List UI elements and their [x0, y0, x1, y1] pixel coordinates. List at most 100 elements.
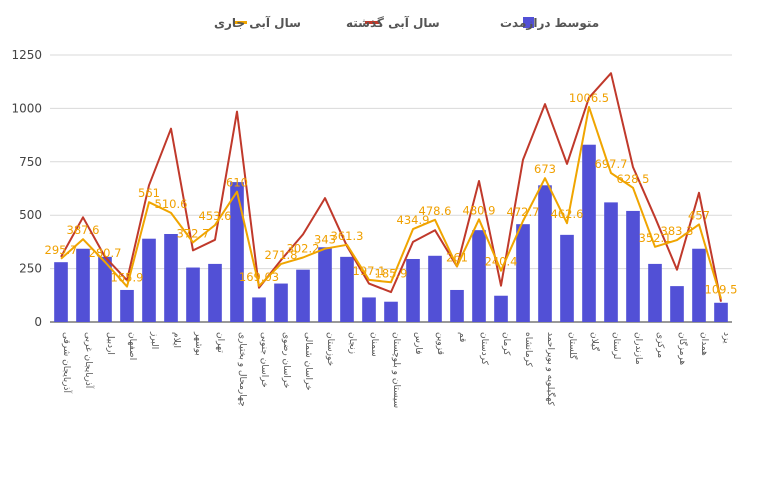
series-line — [60, 106, 722, 299]
data-label: 280.7 — [89, 246, 122, 260]
x-tick-label: کرمان — [501, 332, 511, 356]
bar — [54, 262, 68, 322]
data-label: 510.6 — [155, 197, 188, 211]
data-label: 383.3 — [661, 224, 694, 238]
data-label: 302.2 — [287, 241, 320, 255]
x-tick-label: کرمانشاه — [523, 332, 533, 368]
legend-label: سال آبی جاری — [214, 15, 301, 30]
x-tick-label: هرمزگان — [677, 332, 689, 365]
data-label: 295.7 — [45, 243, 78, 257]
x-tick-label: کردستان — [479, 332, 489, 366]
data-label: 561 — [138, 186, 160, 200]
line-series — [60, 72, 722, 302]
bar — [340, 256, 354, 322]
x-tick-label: اصفهان — [127, 332, 137, 360]
data-label: 628.5 — [617, 172, 650, 186]
data-label: 109.5 — [705, 283, 738, 297]
x-tick-label: زنجان — [347, 332, 357, 354]
data-label: 197.1 — [353, 264, 386, 278]
x-tick-label: قزوین — [435, 332, 445, 355]
bar — [626, 210, 640, 322]
series-line — [60, 72, 722, 302]
data-label: 453.6 — [199, 209, 232, 223]
bar — [296, 269, 310, 322]
data-label: 352.1 — [639, 231, 672, 245]
bar — [186, 267, 200, 322]
x-tick-label: گلستان — [567, 332, 579, 360]
data-label: 697.7 — [595, 157, 628, 171]
x-tick-label: گیلان — [589, 332, 601, 352]
bars-series-0 — [54, 144, 728, 322]
legend: متوسط درازمدت سال آبی گذشته سال آبی جاری — [214, 15, 599, 31]
bar — [604, 202, 618, 322]
data-label: 361.3 — [331, 229, 364, 243]
data-label: 610 — [226, 176, 248, 190]
bar — [428, 255, 442, 322]
legend-swatch — [523, 17, 534, 28]
x-tick-label: کهگیلویه و بویراحمد — [545, 332, 557, 406]
gridlines — [50, 54, 732, 323]
y-axis: 0 250 500 750 1000 1250 — [11, 48, 42, 329]
y-tick-label: 1000 — [11, 101, 42, 115]
x-tick-label: سیستان و بلوچستان — [391, 332, 401, 408]
bar — [230, 182, 244, 322]
y-tick-label: 250 — [19, 262, 42, 276]
bar — [472, 230, 486, 322]
x-tick-label: سمنان — [369, 332, 379, 357]
data-label: 478.6 — [419, 204, 452, 218]
data-label: 343 — [314, 233, 336, 247]
bar — [142, 238, 156, 322]
x-tick-label: فارس — [413, 332, 423, 354]
bar — [252, 297, 266, 322]
x-tick-label: خراسان رضوی — [281, 332, 291, 388]
x-tick-label: همدان — [699, 332, 709, 356]
y-tick-label: 0 — [34, 315, 42, 329]
bar — [208, 263, 222, 322]
bar — [76, 248, 90, 322]
bar — [120, 289, 134, 322]
x-tick-label: چهارمحال و بختیاری — [237, 332, 247, 407]
x-tick-label: البرز — [149, 331, 159, 349]
bar — [274, 283, 288, 322]
x-tick-label: بوشهر — [193, 331, 203, 356]
x-axis: آذربایجان شرقی آذربایجان غربی اردبیل اصفهان… — [61, 331, 731, 408]
data-label: 1006.5 — [569, 91, 609, 105]
bar — [98, 256, 112, 322]
data-label: 472.7 — [507, 205, 540, 219]
data-label: 169.03 — [239, 270, 279, 284]
data-label: 240.4 — [485, 255, 518, 269]
data-label: 165.9 — [111, 271, 144, 285]
x-tick-label: مازندران — [633, 332, 643, 365]
x-tick-label: خوزستان — [325, 332, 335, 366]
data-label: 434.9 — [397, 213, 430, 227]
bar — [164, 233, 178, 322]
x-tick-label: آذربایجان غربی — [83, 332, 95, 389]
x-tick-label: ایلام — [171, 332, 181, 348]
bar — [450, 289, 464, 322]
x-tick-label: خراسان شمالی — [303, 332, 313, 391]
x-tick-label: یزد — [721, 332, 731, 344]
legend-label: متوسط درازمدت — [500, 16, 599, 31]
bar — [670, 286, 684, 322]
bar — [714, 302, 728, 322]
y-tick-label: 750 — [19, 155, 42, 169]
data-label: 185.9 — [375, 266, 408, 280]
data-label: 387.6 — [67, 223, 100, 237]
bar — [692, 248, 706, 322]
x-tick-label: آذربایجان شرقی — [61, 332, 73, 393]
y-tick-label: 500 — [19, 208, 42, 222]
data-label: 673 — [534, 162, 556, 176]
bar — [362, 297, 376, 322]
data-label: 462.6 — [551, 207, 584, 221]
x-tick-label: خراسان جنوبی — [259, 332, 269, 388]
bar — [318, 247, 332, 322]
bar — [516, 224, 530, 322]
data-label: 457 — [688, 208, 710, 222]
x-tick-label: لرستان — [611, 332, 621, 359]
x-tick-label: قم — [457, 332, 467, 342]
data-label: 271.8 — [265, 248, 298, 262]
y-tick-label: 1250 — [11, 48, 42, 62]
x-tick-label: تهران — [215, 332, 225, 353]
